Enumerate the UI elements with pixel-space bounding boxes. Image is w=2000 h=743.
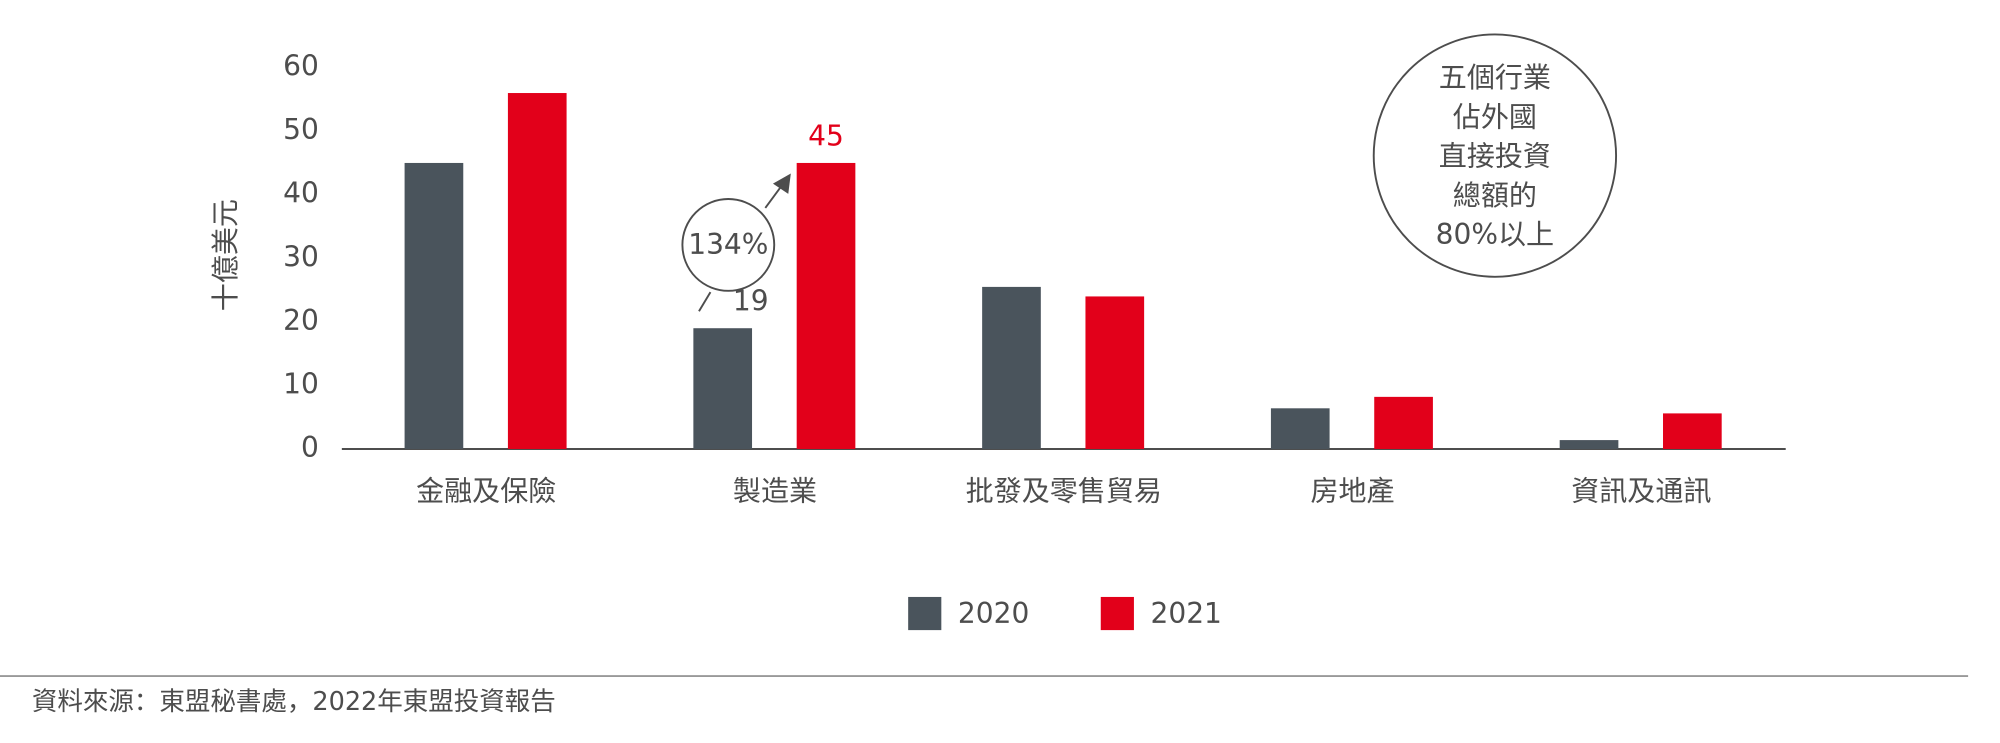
bar — [693, 328, 753, 449]
x-tick-label: 房地產 — [1310, 474, 1394, 507]
callout-text: 80%以上 — [1436, 218, 1554, 251]
y-tick-label: 0 — [301, 431, 319, 464]
legend-label: 2021 — [1151, 597, 1222, 630]
bar — [796, 162, 856, 449]
arrow-head — [772, 173, 791, 194]
x-tick-label: 製造業 — [733, 474, 817, 507]
y-tick-label: 10 — [283, 367, 319, 400]
y-tick-label: 50 — [283, 113, 319, 146]
y-tick-label: 30 — [283, 240, 319, 273]
growth-label: 134% — [688, 228, 768, 261]
bar — [1663, 413, 1722, 449]
y-tick-label: 20 — [283, 304, 319, 337]
x-tick-label: 資訊及通訊 — [1571, 474, 1711, 507]
x-tick-label: 批發及零售貿易 — [966, 474, 1162, 507]
arrow-tail — [698, 291, 712, 312]
y-tick-label: 40 — [283, 177, 319, 210]
legend-swatch — [908, 596, 942, 631]
bar — [507, 93, 567, 449]
data-label: 45 — [808, 119, 844, 152]
bar — [1085, 296, 1145, 449]
data-label: 19 — [733, 285, 769, 318]
y-tick-label: 60 — [283, 50, 319, 83]
growth-circle — [681, 198, 776, 292]
callout-text: 直接投資 — [1439, 140, 1551, 173]
callout-text: 佔外國 — [1453, 100, 1537, 133]
bar — [1374, 396, 1433, 449]
source: 資料來源：東盟秘書處，2022年東盟投資報告 — [32, 687, 556, 717]
legend-swatch — [1100, 596, 1134, 631]
bar — [1559, 440, 1619, 449]
bar — [1270, 408, 1330, 449]
bar — [404, 162, 464, 449]
legend-label: 2020 — [958, 597, 1029, 630]
callout-text: 五個行業 — [1439, 61, 1551, 94]
callout-circle — [1372, 33, 1618, 278]
bar — [982, 286, 1041, 449]
callout-text: 總額的 — [1453, 179, 1537, 212]
y-axis-title: 十億美元 — [209, 199, 242, 311]
x-tick-label: 金融及保險 — [416, 474, 556, 507]
